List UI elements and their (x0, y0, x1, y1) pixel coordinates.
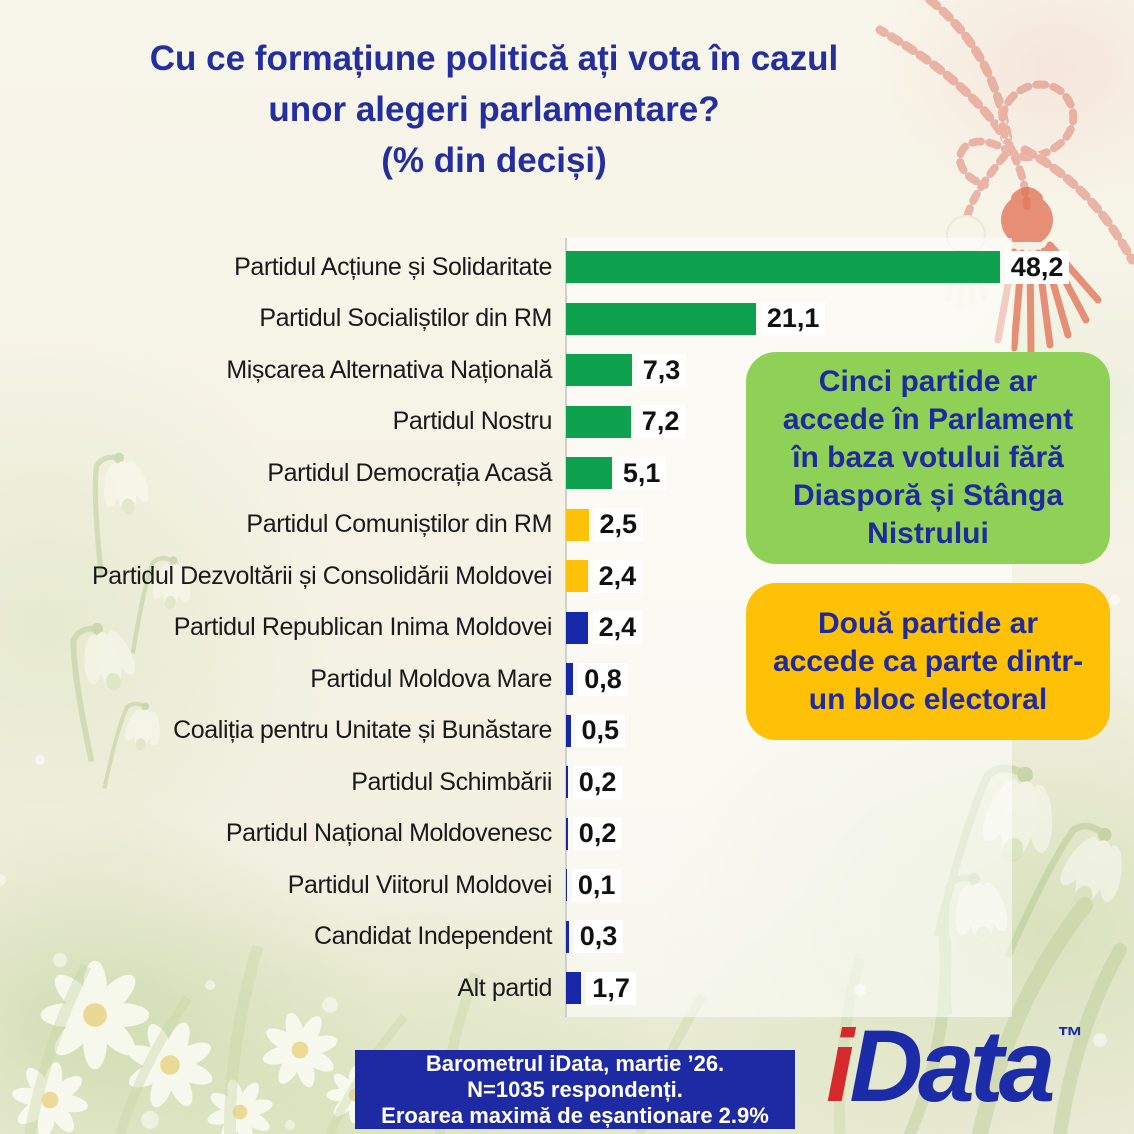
logo-i: i (826, 1009, 854, 1123)
bar (566, 457, 612, 489)
value-label: 1,7 (586, 971, 636, 1005)
chart-row: Partidul Moldova Mare 0,8 (0, 662, 1134, 696)
chart-row: Partidul Democrația Acasă 5,1 (0, 456, 1134, 490)
chart-rows: Partidul Acțiune și Solidaritate 48,2 Part… (0, 250, 1134, 1005)
value-label: 0,2 (572, 817, 623, 850)
value-label: 7,2 (635, 405, 686, 438)
bar (566, 354, 632, 386)
category-label: Partidul Socialiștilor din RM (259, 304, 552, 332)
category-label: Mișcarea Alternativa Națională (226, 355, 552, 384)
chart-row: Partidul Național Moldovenesc 0,2 (0, 817, 1134, 850)
bar (566, 972, 582, 1004)
value-label: 2,4 (592, 611, 643, 644)
chart-row: Candidat Independent 0,3 (0, 920, 1134, 953)
category-label: Coaliția pentru Unitate și Bunăstare (173, 716, 552, 744)
title-line-1: Cu ce formațiune politică ați vota în ca… (149, 39, 839, 78)
chart-row: Coaliția pentru Unitate și Bunăstare 0,5 (0, 714, 1134, 747)
yellow-box-line: Două partide ar (817, 606, 1039, 640)
category-label: Partidul Nostru (392, 407, 553, 435)
chart-row: Mișcarea Alternativa Națională 7,3 (0, 353, 1134, 387)
category-label: Candidat Independent (313, 922, 552, 950)
value-label: 0,1 (571, 868, 622, 902)
chart-row: Partidul Comuniștilor din RM 2,5 (0, 508, 1134, 541)
bar (566, 611, 588, 644)
value-label: 2,4 (592, 559, 643, 593)
green-box-line: în baza votului fără (792, 441, 1064, 474)
bar (566, 920, 569, 953)
bar (566, 560, 588, 592)
green-box-line: Nistrului (867, 517, 989, 550)
yellow-box-line: accede ca parte dintr- (772, 644, 1084, 678)
yellow-box-line: un bloc electoral (808, 682, 1048, 716)
value-label: 48,2 (1004, 250, 1070, 284)
yellow-annotation-box: Două partide ar accede ca parte dintr- u… (746, 583, 1110, 740)
value-label: 0,5 (575, 714, 626, 747)
idata-logo: iData ™ (826, 1015, 1082, 1117)
page-title: Cu ce formațiune politică ați vota în ca… (0, 33, 988, 186)
green-box-line: accede în Parlament (782, 403, 1074, 436)
category-label: Partidul Moldova Mare (310, 664, 552, 693)
value-label: 0,3 (573, 920, 624, 953)
martisor-decoration (875, 0, 1134, 307)
chart-row: Partidul Dezvoltării și Consolidării Mol… (0, 559, 1134, 593)
bar (566, 766, 568, 798)
category-label: Partidul Acțiune și Solidaritate (234, 252, 552, 281)
source-line-1: Barometrul iData, martie ’26. (425, 1050, 725, 1076)
category-label: Partidul Dezvoltării și Consolidării Mol… (92, 561, 552, 590)
category-label: Partidul Schimbării (351, 767, 552, 796)
chart-row: Partidul Nostru 7,2 (0, 405, 1134, 438)
value-label: 0,8 (578, 662, 628, 696)
bar (566, 251, 1000, 283)
bar (566, 869, 567, 901)
source-line-3: Eroarea maximă de eșantionare 2.9% (381, 1102, 769, 1128)
chart-row: Alt partid 1,7 (0, 971, 1134, 1005)
chart-row: Partidul Schimbării 0,2 (0, 765, 1134, 799)
category-label: Alt partid (457, 973, 552, 1002)
value-label: 0,2 (572, 765, 623, 799)
chart-row: Partidul Viitorul Moldovei 0,1 (0, 868, 1134, 902)
source-line-2: N=1035 respondenți. (467, 1076, 683, 1102)
green-annotation-box: Cinci partide ar accede în Parlament în … (746, 352, 1110, 564)
logo-data: Data (849, 1009, 1055, 1123)
green-box-line: Diasporă și Stânga (792, 479, 1064, 512)
trademark-symbol: ™ (1056, 1021, 1083, 1051)
category-label: Partidul Național Moldovenesc (225, 819, 552, 847)
chart-row: Partidul Acțiune și Solidaritate 48,2 (0, 250, 1134, 284)
bar (566, 714, 571, 747)
title-line-3: (% din deciși) (381, 141, 607, 180)
title-line-2: unor alegeri parlamentare? (268, 90, 720, 129)
category-label: Partidul Republican Inima Moldovei (173, 613, 553, 641)
category-label: Partidul Comuniștilor din RM (246, 510, 552, 538)
value-label: 21,1 (760, 302, 826, 335)
value-label: 2,5 (593, 508, 644, 541)
green-box-line: Cinci partide ar (818, 365, 1038, 398)
chart-row: Partidul Republican Inima Moldovei 2,4 (0, 611, 1134, 644)
bar (566, 302, 756, 335)
value-label: 7,3 (636, 353, 687, 387)
category-label: Partidul Viitorul Moldovei (287, 870, 553, 899)
bar (566, 663, 574, 695)
category-label: Partidul Democrația Acasă (267, 458, 552, 487)
bar (566, 508, 589, 541)
bar (566, 405, 631, 438)
bar (566, 817, 568, 850)
source-box: Barometrul iData, martie ’26. N=1035 res… (355, 1050, 795, 1129)
value-label: 5,1 (616, 456, 667, 490)
chart-row: Partidul Socialiștilor din RM 21,1 (0, 302, 1134, 335)
